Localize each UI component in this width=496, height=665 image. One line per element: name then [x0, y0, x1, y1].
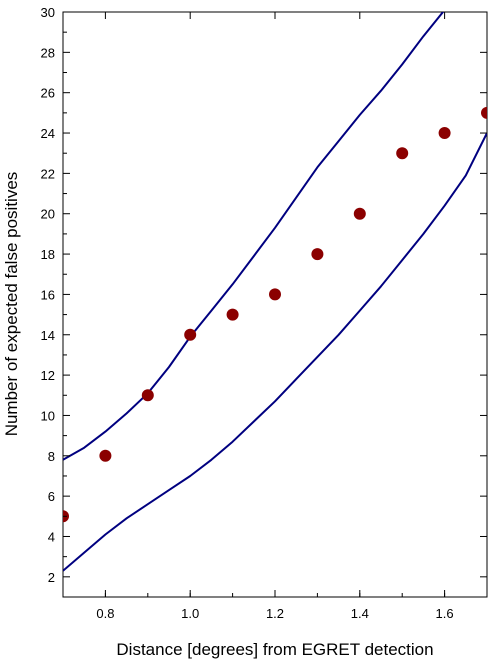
x-tick-label: 1.0	[181, 606, 199, 621]
data-point	[353, 207, 366, 220]
y-tick-label: 24	[41, 126, 55, 141]
data-point	[438, 127, 451, 139]
data-point	[226, 308, 239, 321]
y-tick-label: 22	[41, 166, 55, 181]
data-point	[141, 389, 154, 402]
data-points	[63, 106, 487, 523]
plot-frame	[62, 11, 488, 598]
y-tick-label: 14	[41, 328, 55, 343]
curves	[63, 12, 487, 572]
y-tick-label: 26	[41, 86, 55, 101]
x-axis-title: Distance [degrees] from EGRET detection	[116, 640, 433, 659]
y-tick-label: 28	[41, 45, 55, 60]
y-tick-label: 16	[41, 287, 55, 302]
y-tick-label: 30	[41, 5, 55, 20]
y-tick-label: 20	[41, 207, 55, 222]
y-tick-label: 12	[41, 368, 55, 383]
y-tick-label: 4	[48, 529, 55, 544]
x-axis: 0.8 1.0 1.2 1.4 1.6	[62, 12, 488, 621]
y-tick-label: 18	[41, 247, 55, 262]
y-tick-label: 10	[41, 408, 55, 423]
data-point	[481, 106, 487, 119]
y-tick-label: 6	[48, 489, 55, 504]
x-tick-label: 1.6	[436, 606, 454, 621]
x-tick-label: 1.4	[351, 606, 369, 621]
data-point	[311, 248, 324, 261]
x-tick-label: 1.2	[266, 606, 284, 621]
data-point	[269, 288, 281, 301]
y-axis-title: Number of expected false positives	[2, 172, 21, 437]
data-point	[184, 328, 197, 341]
y-tick-label: 8	[48, 449, 55, 464]
y-tick-label: 2	[48, 570, 55, 585]
x-tick-label: 0.8	[96, 606, 114, 621]
data-point	[99, 449, 112, 462]
upper-bound-curve	[63, 12, 445, 461]
data-point	[396, 147, 409, 160]
lower-bound-curve	[63, 132, 487, 572]
